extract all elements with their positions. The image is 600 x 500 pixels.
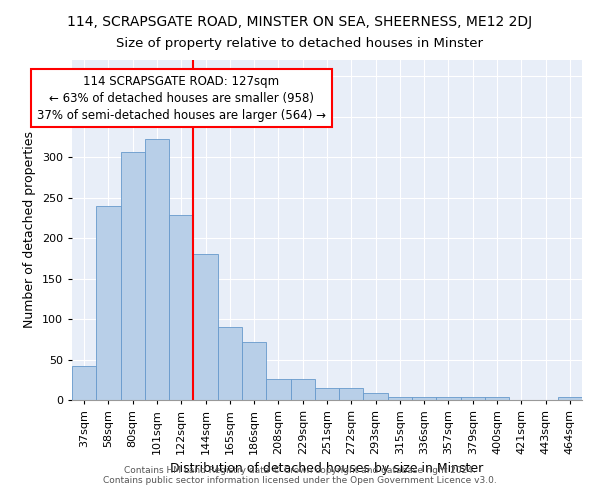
Text: 114 SCRAPSGATE ROAD: 127sqm
← 63% of detached houses are smaller (958)
37% of se: 114 SCRAPSGATE ROAD: 127sqm ← 63% of det… [37,74,326,122]
Bar [364,392,388,400]
Bar [218,327,242,400]
Y-axis label: Number of detached properties: Number of detached properties [23,132,36,328]
Bar [412,397,436,400]
Bar [290,379,315,400]
Text: 114, SCRAPSGATE ROAD, MINSTER ON SEA, SHEERNESS, ME12 2DJ: 114, SCRAPSGATE ROAD, MINSTER ON SEA, SH… [67,15,533,29]
Bar [72,366,96,400]
Bar [193,254,218,400]
Bar [169,216,193,400]
Text: Contains HM Land Registry data © Crown copyright and database right 2024.
Contai: Contains HM Land Registry data © Crown c… [103,466,497,485]
Bar [315,388,339,400]
Bar [242,342,266,400]
Bar [339,388,364,400]
X-axis label: Distribution of detached houses by size in Minster: Distribution of detached houses by size … [170,462,484,475]
Text: Size of property relative to detached houses in Minster: Size of property relative to detached ho… [116,38,484,51]
Bar [388,397,412,400]
Bar [121,152,145,400]
Bar [436,397,461,400]
Bar [485,397,509,400]
Bar [461,397,485,400]
Bar [96,206,121,400]
Bar [266,379,290,400]
Bar [145,138,169,400]
Bar [558,397,582,400]
